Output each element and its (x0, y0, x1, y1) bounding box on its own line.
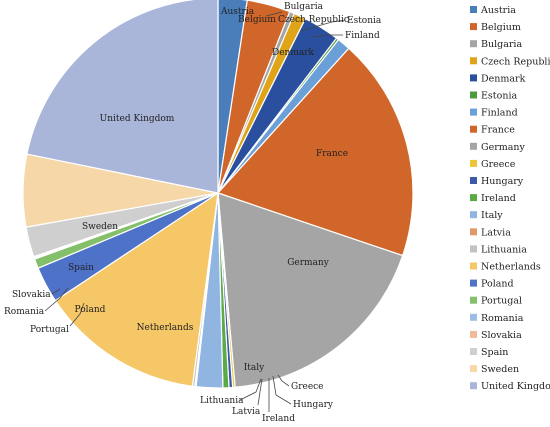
slice-label-united-kingdom: United Kingdom (100, 114, 175, 124)
slice-label-sweden: Sweden (82, 222, 118, 232)
legend-label-estonia: Estonia (481, 91, 518, 102)
legend-label-poland: Poland (481, 279, 514, 290)
legend-label-netherlands: Netherlands (481, 262, 541, 273)
leader-line-finland (311, 34, 343, 38)
slice-label-romania: Romania (4, 307, 45, 317)
slice-label-italy: Italy (244, 363, 265, 373)
legend-label-france: France (481, 125, 515, 136)
slice-label-poland: Poland (75, 305, 106, 315)
legend-swatch-latvia (470, 228, 477, 236)
legend-label-slovakia: Slovakia (481, 330, 522, 341)
legend-label-germany: Germany (481, 142, 526, 153)
legend-label-austria: Austria (480, 5, 516, 16)
legend-swatch-bulgaria (470, 40, 477, 48)
legend-label-spain: Spain (481, 347, 508, 358)
legend-swatch-ireland (470, 194, 477, 202)
slice-label-slovakia: Slovakia (12, 290, 51, 300)
pie-slice-netherlands (54, 191, 219, 387)
legend-swatch-belgium (470, 23, 477, 31)
legend-label-belgium: Belgium (481, 22, 521, 33)
legend-swatch-greece (470, 159, 477, 167)
leader-line-latvia (257, 378, 263, 406)
leader-lines (44, 11, 346, 412)
slice-label-denmark: Denmark (272, 48, 315, 58)
legend-label-ireland: Ireland (481, 193, 516, 204)
legend-swatch-spain (470, 348, 477, 355)
pie-slices (22, 0, 414, 389)
legend-label-romania: Romania (481, 313, 524, 324)
slice-label-france: France (316, 149, 348, 159)
legend-swatch-sweden (470, 365, 477, 373)
legend-swatch-denmark (470, 74, 477, 82)
slice-label-hungary: Hungary (293, 400, 334, 410)
slice-label-netherlands: Netherlands (137, 323, 194, 333)
legend-label-hungary: Hungary (481, 176, 524, 187)
legend-swatch-austria (470, 6, 477, 13)
pie-slice-united-kingdom (26, 0, 219, 194)
pie-slice-france (216, 47, 414, 257)
legend-swatch-finland (470, 108, 477, 116)
legend-swatch-italy (470, 211, 477, 219)
legend-swatch-lithuania (470, 245, 477, 253)
slice-label-spain: Spain (68, 263, 94, 273)
legend-label-italy: Italy (481, 210, 503, 221)
slice-label-greece: Greece (291, 382, 324, 392)
legend-label-united-kingdom: United Kingdom (481, 381, 550, 392)
slice-label-latvia: Latvia (232, 407, 261, 417)
legend-swatch-france (470, 125, 477, 133)
slice-label-bulgaria: Bulgaria (284, 2, 324, 12)
legend-label-sweden: Sweden (481, 364, 519, 375)
legend-swatch-czech-republic (470, 57, 477, 65)
legend-label-portugal: Portugal (481, 296, 522, 307)
slice-label-czech-republic: Czech Republic (278, 15, 349, 25)
legend-label-czech-republic: Czech Republic (481, 56, 550, 67)
leader-line-bulgaria (265, 11, 283, 17)
legend-label-lithuania: Lithuania (481, 244, 527, 255)
legend-swatch-romania (470, 313, 477, 321)
legend-swatch-portugal (470, 296, 477, 304)
legend-swatch-estonia (470, 91, 477, 99)
legend-label-finland: Finland (481, 108, 518, 119)
leader-line-slovakia (51, 288, 61, 295)
slice-label-estonia: Estonia (347, 16, 382, 26)
leader-line-estonia (299, 19, 346, 32)
legend-swatch-netherlands (470, 262, 477, 270)
slice-label-belgium: Belgium (238, 15, 276, 25)
pie-slice-germany (217, 192, 404, 388)
legend-swatch-united-kingdom (470, 382, 477, 390)
slice-label-austria: Austria (220, 7, 255, 17)
legend-swatch-hungary (470, 177, 477, 184)
leader-line-hungary (272, 375, 292, 405)
legend-label-latvia: Latvia (481, 227, 511, 238)
legend-label-bulgaria: Bulgaria (481, 39, 522, 50)
leader-line-lithuania (239, 378, 262, 401)
slice-label-germany: Germany (287, 258, 330, 268)
slice-label-lithuania: Lithuania (200, 396, 244, 406)
slice-label-ireland: Ireland (262, 414, 295, 424)
legend-label-greece: Greece (481, 159, 516, 170)
legend-swatch-germany (470, 142, 477, 150)
leader-line-portugal (69, 302, 85, 327)
legend: Austria Belgium Bulgaria Czech Republic Denm… (470, 5, 550, 392)
legend-swatch-slovakia (470, 330, 477, 338)
leader-line-romania (44, 287, 69, 312)
legend-swatch-poland (470, 279, 477, 287)
legend-label-denmark: Denmark (481, 73, 526, 84)
leader-line-greece (277, 374, 290, 387)
slice-label-portugal: Portugal (30, 325, 69, 335)
slice-label-finland: Finland (345, 31, 380, 41)
